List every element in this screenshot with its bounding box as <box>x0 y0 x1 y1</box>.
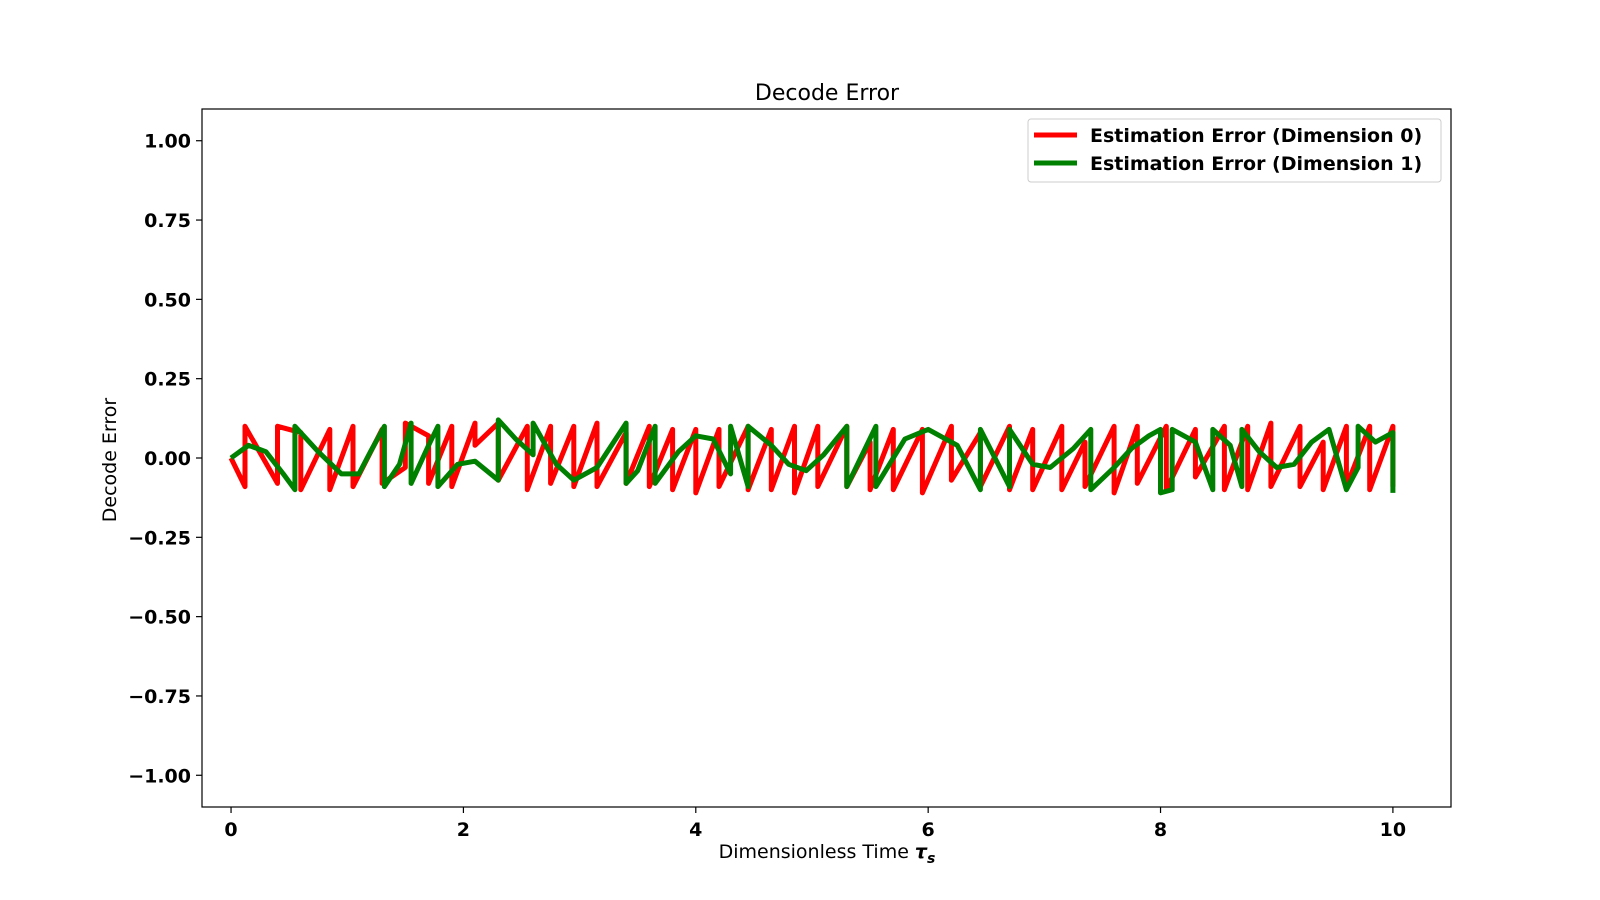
x-tick-label: 4 <box>689 819 702 841</box>
y-tick-label: 1.00 <box>144 131 191 153</box>
x-axis-label-text: Dimensionless Time <box>719 841 909 863</box>
x-axis-label-symbol: τ <box>915 841 928 863</box>
legend: Estimation Error (Dimension 0) Estimatio… <box>1027 118 1442 183</box>
y-tick-label: 0.50 <box>144 289 191 311</box>
x-axis-label-subscript: s <box>927 851 935 867</box>
x-tick-label: 2 <box>457 819 470 841</box>
x-axis: 0 2 4 6 8 10 <box>224 807 1406 841</box>
y-tick-label: 0.75 <box>144 210 191 232</box>
y-tick-label: −0.50 <box>128 607 191 629</box>
y-tick-label: −0.75 <box>128 686 191 708</box>
x-tick-label: 10 <box>1380 819 1406 841</box>
series-line-dimension-1 <box>229 417 1396 496</box>
x-axis-label: Dimensionless Time τs <box>719 841 936 867</box>
legend-label-dimension-1: Estimation Error (Dimension 1) <box>1090 153 1422 175</box>
x-tick-label: 8 <box>1154 819 1167 841</box>
y-axis: 1.00 0.75 0.50 0.25 0.00 −0.25 −0.50 −0.75 −1.00 <box>128 131 202 787</box>
y-tick-label: −1.00 <box>128 765 191 787</box>
x-tick-label: 0 <box>224 819 237 841</box>
y-axis-label: Decode Error <box>99 398 121 523</box>
plot-lines <box>228 417 1396 496</box>
y-tick-label: −0.25 <box>128 527 191 549</box>
chart-title: Decode Error <box>755 81 900 106</box>
legend-label-dimension-0: Estimation Error (Dimension 0) <box>1090 125 1422 147</box>
legend-box <box>1027 118 1442 183</box>
y-tick-label: 0.25 <box>144 369 191 391</box>
y-tick-label: 0.00 <box>144 448 191 470</box>
x-tick-label: 6 <box>922 819 935 841</box>
